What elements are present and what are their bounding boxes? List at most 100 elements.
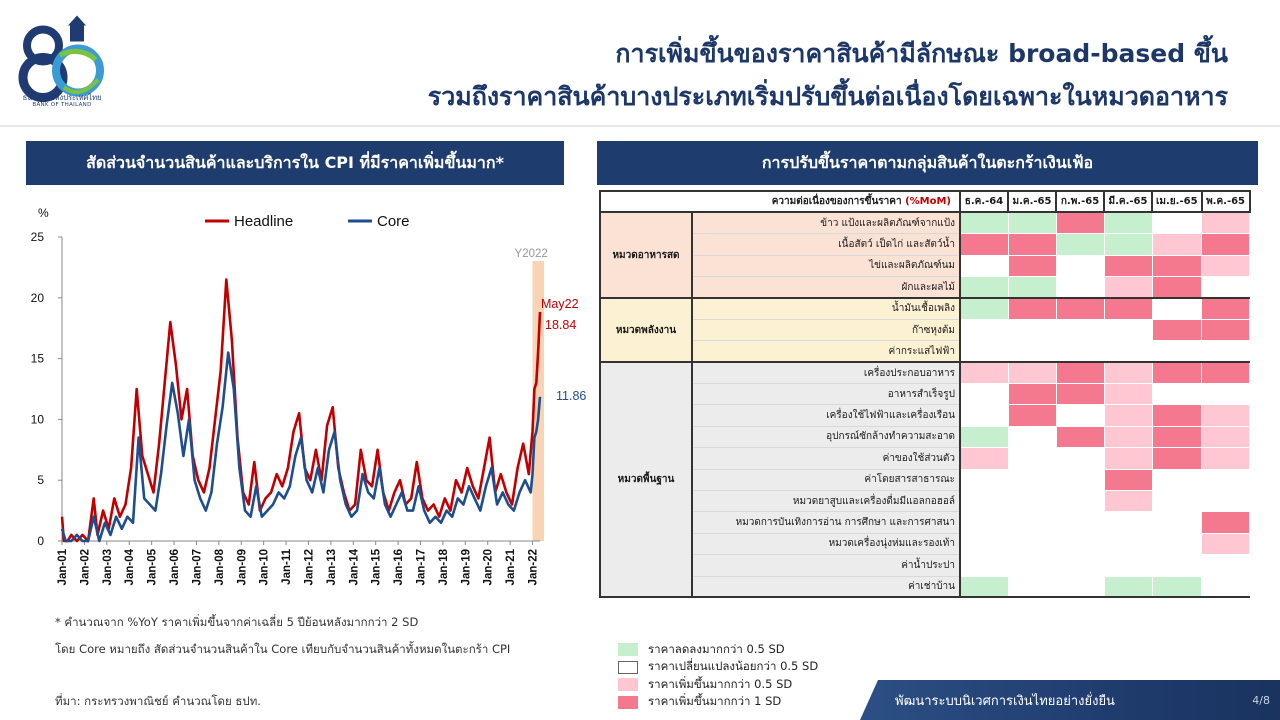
- heatmap-cell: [1201, 447, 1251, 470]
- heatmap-cell: [1007, 447, 1057, 470]
- heatmap-cell: [1151, 383, 1203, 406]
- item-label: เครื่องใช้ไฟฟ้าและเครื่องเรือน: [691, 404, 961, 427]
- title-divider: [0, 125, 1280, 127]
- heatmap-cell: [1007, 468, 1057, 491]
- heatmap-cell: [1055, 532, 1105, 556]
- month-header: ธ.ค.-64: [959, 189, 1009, 214]
- x-tick-label: Jan-02: [79, 549, 91, 585]
- heatmap-cell: [1055, 447, 1105, 470]
- heatmap-row: หมวดเครื่องนุ่งห่มและรองเท้า: [600, 532, 1251, 556]
- heatmap-cell: [1201, 254, 1251, 278]
- heatmap-row: เนื้อสัตว์ เป็ดไก่ และสัตว์น้ำ: [600, 233, 1251, 256]
- item-label: ค่าของใช้ส่วนตัว: [691, 447, 961, 470]
- heatmap-cell: [1007, 383, 1057, 406]
- heatmap-cell: [1055, 383, 1105, 406]
- legend-swatch: [618, 678, 638, 692]
- heatmap-cell: [1007, 318, 1057, 342]
- y-axis-label: %: [38, 206, 49, 220]
- heatmap-row: ก๊าซหุงต้ม: [600, 318, 1251, 342]
- page-number: 4/8: [1252, 694, 1270, 707]
- heatmap-cell: [1055, 575, 1105, 599]
- heatmap-row: หมวดการบันเทิงการอ่าน การศึกษา และการศาส…: [600, 511, 1251, 534]
- heatmap-cell: [959, 254, 1009, 278]
- item-label: น้ำมันเชื้อเพลิง: [691, 297, 961, 320]
- item-label: ค่าเช่าบ้าน: [691, 575, 961, 599]
- item-label: ค่ากระแสไฟฟ้า: [691, 340, 961, 364]
- source-note: ที่มา: กระทรวงพาณิชย์ คำนวณโดย ธปท.: [55, 694, 261, 708]
- y-tick-label: 5: [37, 473, 44, 487]
- heatmap-cell: [959, 447, 1009, 470]
- page-title-line1: การเพิ่มขึ้นของราคาสินค้ามีลักษณะ broad-…: [615, 39, 1228, 68]
- heatmap-cell: [1007, 276, 1057, 299]
- item-label: ค่าน้ำประปา: [691, 554, 961, 577]
- x-tick-label: Jan-14: [348, 548, 360, 585]
- heatmap-cell: [959, 425, 1009, 449]
- item-label: เครื่องประกอบอาหาร: [691, 361, 961, 385]
- item-label: หมวดเครื่องนุ่งห่มและรองเท้า: [691, 532, 961, 556]
- heatmap-cell: [1055, 318, 1105, 342]
- heatmap-cell: [959, 575, 1009, 599]
- x-tick-label: Jan-16: [393, 549, 405, 585]
- heatmap-cell: [1201, 575, 1251, 599]
- heatmap-cell: [1151, 233, 1203, 256]
- footer-slogan: พัฒนาระบบนิเวศการเงินไทยอย่างยั่งยืน: [895, 694, 1115, 709]
- x-tick-label: Jan-05: [147, 548, 159, 585]
- heatmap-cell: [1151, 532, 1203, 556]
- heatmap-cell: [1151, 511, 1203, 534]
- heatmap-header-row: ความต่อเนื่องของการขึ้นราคา (%MoM) ธ.ค.-…: [599, 189, 1251, 214]
- heatmap-cell: [1007, 340, 1057, 364]
- heatmap-row: ไข่และผลิตภัณฑ์นม: [600, 254, 1251, 278]
- heatmap-header-unit: (%MoM): [905, 196, 951, 208]
- legend-swatch: [618, 643, 638, 657]
- logo-text-en: BANK OF THAILAND: [32, 102, 92, 108]
- heatmap-cell: [1201, 532, 1251, 556]
- heatmap-cell: [959, 511, 1009, 534]
- heatmap-cell: [1007, 233, 1057, 256]
- heatmap-cell: [1055, 297, 1105, 320]
- heatmap-row: ค่าน้ำประปา: [600, 554, 1251, 577]
- month-header: ม.ค.-65: [1007, 189, 1057, 214]
- heatmap-cell: [1103, 447, 1153, 470]
- series-line-core: [60, 351, 542, 543]
- heatmap-cell: [1055, 404, 1105, 427]
- heatmap-cell: [959, 340, 1009, 364]
- core-end-value-label: 11.86: [556, 389, 586, 403]
- x-tick-label: Jan-07: [191, 549, 203, 585]
- heatmap-cell: [1201, 211, 1251, 235]
- month-header: ก.พ.-65: [1055, 189, 1105, 214]
- legend-item: ราคาเปลี่ยนแปลงน้อยกว่า 0.5 SD: [618, 659, 818, 677]
- heatmap-cell: [1055, 340, 1105, 364]
- heatmap-cell: [1103, 383, 1153, 406]
- legend-item: ราคาลดลงมากกว่า 0.5 SD: [618, 641, 818, 659]
- heatmap-cell: [1007, 511, 1057, 534]
- heatmap-cell: [1007, 361, 1057, 385]
- heatmap-row: ค่ากระแสไฟฟ้า: [600, 340, 1251, 364]
- heatmap-cell: [1201, 276, 1251, 299]
- heatmap-cell: [1103, 276, 1153, 299]
- heatmap-cell: [959, 233, 1009, 256]
- heatmap-cell: [1103, 340, 1153, 364]
- heatmap-cell: [1055, 489, 1105, 513]
- x-tick-label: Jan-19: [460, 549, 472, 585]
- heatmap-cell: [1151, 361, 1203, 385]
- y-tick-label: 15: [31, 352, 45, 366]
- heatmap-cell: [1103, 318, 1153, 342]
- heatmap-cell: [1103, 297, 1153, 320]
- x-tick-label: Jan-01: [57, 548, 69, 585]
- heatmap-cell: [1201, 489, 1251, 513]
- heatmap-cell: [1007, 532, 1057, 556]
- heatmap-cell: [1103, 575, 1153, 599]
- item-label: ผักและผลไม้: [691, 276, 961, 299]
- heatmap-cell: [959, 554, 1009, 577]
- heatmap-cell: [1201, 318, 1251, 342]
- heatmap-cell: [1007, 425, 1057, 449]
- x-tick-label: Jan-08: [214, 548, 226, 585]
- heatmap-row: เครื่องใช้ไฟฟ้าและเครื่องเรือน: [600, 404, 1251, 427]
- heatmap-cell: [959, 532, 1009, 556]
- item-label: เนื้อสัตว์ เป็ดไก่ และสัตว์น้ำ: [691, 233, 961, 256]
- heatmap-cell: [1055, 425, 1105, 449]
- highlight-label: Y2022: [515, 248, 548, 260]
- heatmap-cell: [1007, 404, 1057, 427]
- headline-end-date-label: May22: [541, 297, 579, 311]
- heatmap-cell: [1103, 425, 1153, 449]
